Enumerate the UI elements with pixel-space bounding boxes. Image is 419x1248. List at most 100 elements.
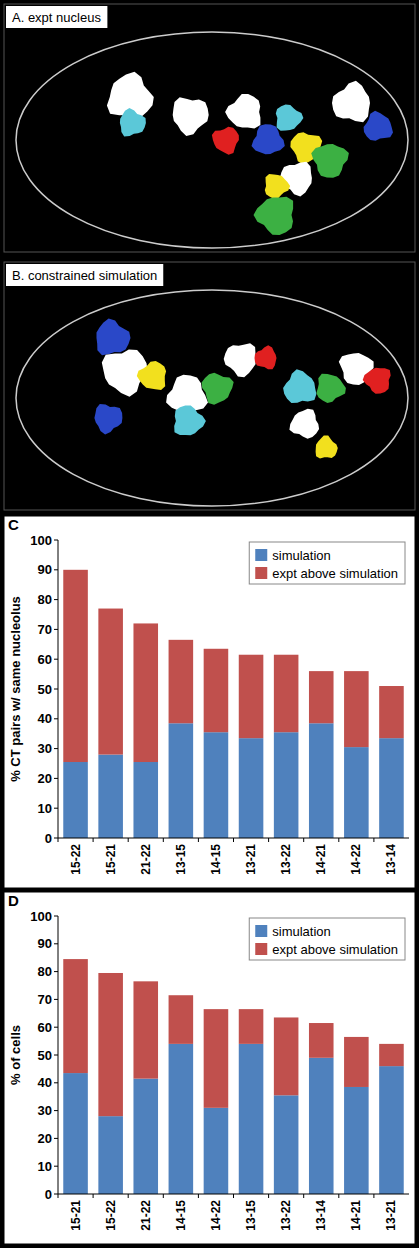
x-tick xyxy=(128,838,129,842)
x-tick xyxy=(93,1194,94,1198)
x-tick xyxy=(303,1194,304,1198)
bar-segment xyxy=(274,1017,299,1095)
territory xyxy=(364,111,393,141)
y-axis-title: % CT pairs w/ same nucleolus xyxy=(8,596,23,782)
bars xyxy=(63,570,403,838)
legend-swatch xyxy=(255,925,267,937)
y-tick-label: 60 xyxy=(38,652,52,667)
x-tick-label: 13-22 xyxy=(279,1200,293,1231)
bar-segment xyxy=(169,640,194,723)
territory xyxy=(137,361,166,390)
bar-segment xyxy=(379,1066,404,1194)
bar-segment xyxy=(274,732,299,838)
bar-segment xyxy=(204,649,229,732)
x-tick xyxy=(268,838,269,842)
territory xyxy=(311,144,349,178)
territory xyxy=(202,373,234,405)
bar-segment xyxy=(204,1108,229,1194)
bar-segment xyxy=(309,723,334,838)
y-tick-label: 10 xyxy=(38,1159,52,1174)
legend-swatch xyxy=(255,549,267,561)
x-tick xyxy=(163,838,164,842)
x-tick-label: 13-15 xyxy=(244,1200,258,1231)
bar-segment xyxy=(344,747,369,838)
title-box xyxy=(6,264,163,286)
bar-segment xyxy=(63,762,88,838)
y-tick-label: 50 xyxy=(38,1048,52,1063)
x-tick xyxy=(198,838,199,842)
x-tick-label: 14-21 xyxy=(314,844,328,875)
y-tick xyxy=(54,1194,58,1195)
x-tick xyxy=(58,838,59,842)
x-tick-label: 13-14 xyxy=(384,844,398,875)
bar-segment xyxy=(379,738,404,838)
y-tick xyxy=(54,1138,58,1139)
bar-segment xyxy=(239,655,264,738)
bar-segment xyxy=(379,686,404,738)
legend-label: simulation xyxy=(272,924,331,939)
x-tick xyxy=(373,1194,374,1198)
x-tick xyxy=(233,1194,234,1198)
territory xyxy=(174,406,206,436)
bar-segment xyxy=(63,1073,88,1194)
x-tick-label: 13-15 xyxy=(174,844,188,875)
bar-segment xyxy=(63,959,88,1073)
panel-frame xyxy=(4,4,415,252)
territory xyxy=(224,343,256,377)
territory xyxy=(289,409,319,439)
bar-segment xyxy=(344,671,369,747)
x-tick-label: 14-21 xyxy=(349,1200,363,1231)
x-tick-label: 14-15 xyxy=(174,1200,188,1231)
title-box xyxy=(6,6,107,28)
nucleus-outline xyxy=(16,32,408,248)
y-tick xyxy=(54,999,58,1000)
y-tick-label: 100 xyxy=(30,909,52,924)
x-tick-label: 15-21 xyxy=(69,1200,83,1231)
figure: A. expt nucleusB. constrained simulation… xyxy=(0,0,419,1248)
x-tick-label: 15-22 xyxy=(104,1200,118,1231)
legend-box xyxy=(249,918,405,960)
panel-label: C xyxy=(8,516,19,533)
y-tick xyxy=(54,943,58,944)
territory xyxy=(265,174,290,199)
territory xyxy=(173,97,209,136)
bar-segment xyxy=(169,1044,194,1194)
bar-segment xyxy=(98,973,123,1116)
x-tick-label: 13-14 xyxy=(314,1200,328,1231)
territory xyxy=(316,374,346,403)
x-tick-label: 13-21 xyxy=(244,844,258,875)
panel-frame xyxy=(4,892,415,1244)
y-tick-label: 10 xyxy=(38,801,52,816)
panel-title: A. expt nucleus xyxy=(12,10,101,25)
bar-segment xyxy=(169,995,194,1044)
y-tick-label: 90 xyxy=(38,562,52,577)
bar-segment xyxy=(309,1023,334,1058)
y-tick xyxy=(54,569,58,570)
y-tick-label: 0 xyxy=(45,831,52,846)
x-tick-label: 21-22 xyxy=(139,844,153,875)
y-tick-label: 30 xyxy=(38,741,52,756)
territory xyxy=(316,436,338,459)
territory xyxy=(94,404,122,435)
bar-segment xyxy=(133,981,158,1078)
image-panel: A. expt nucleus xyxy=(4,4,415,252)
y-tick xyxy=(54,1027,58,1028)
y-tick xyxy=(54,838,58,839)
x-tick xyxy=(198,1194,199,1198)
bar-segment xyxy=(274,1095,299,1194)
bar-segment xyxy=(274,655,299,732)
bar-segment xyxy=(309,1058,334,1194)
bar-segment xyxy=(204,1009,229,1108)
y-tick xyxy=(54,778,58,779)
x-tick xyxy=(233,838,234,842)
bar-segment xyxy=(98,755,123,838)
y-axis-title: % of cells xyxy=(8,1025,23,1085)
background xyxy=(0,0,419,1248)
bar-segment xyxy=(169,723,194,838)
x-tick xyxy=(373,838,374,842)
y-tick xyxy=(54,659,58,660)
chart-panel: D% of cells010203040506070809010015-2115… xyxy=(4,892,415,1244)
y-tick xyxy=(54,916,58,917)
x-tick xyxy=(128,1194,129,1198)
bar-segment xyxy=(63,570,88,762)
